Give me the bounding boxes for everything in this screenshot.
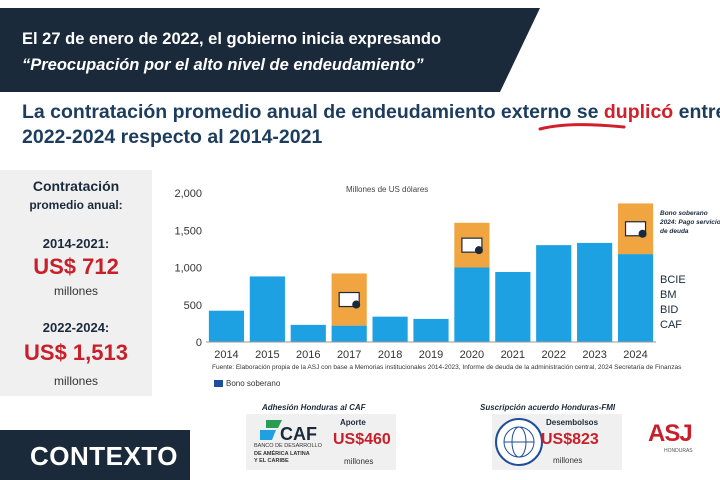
headline-highlight: duplicó (603, 101, 674, 123)
bar-base (208, 310, 245, 342)
chart-title: Millones de US dólares (346, 185, 428, 194)
imf-value: US$823 (541, 431, 599, 448)
x-tick-label: 2014 (214, 349, 238, 361)
banner-shape (0, 8, 540, 92)
banner-line-2: “Preocupación por el alto nivel de endeu… (22, 56, 424, 74)
x-tick-label: 2021 (501, 349, 525, 361)
annotation-text: Bono soberano (660, 210, 708, 217)
headline-part-2: entre (678, 101, 720, 123)
imf-label: Desembolsos (546, 418, 599, 427)
institution-label: CAF (660, 319, 682, 331)
x-tick-label: 2023 (582, 349, 606, 361)
x-tick-label: 2022 (541, 349, 565, 361)
debt-bar-chart: Millones de US dólares 0 500 1,000 1,500 2,00… (174, 185, 720, 361)
y-tick-label: 2,000 (174, 188, 202, 200)
caf-label: Aporte (340, 418, 366, 427)
imf-unit: millones (553, 456, 583, 465)
bar-base (454, 267, 490, 342)
caf-card-title: Adhesión Honduras al CAF (262, 403, 366, 412)
bond-seal-icon (352, 300, 361, 309)
chart-legend: Bono soberano (214, 379, 280, 388)
bar-base (290, 324, 326, 342)
bar-base (577, 242, 613, 342)
x-tick-label: 2019 (419, 349, 443, 361)
period-1-value: US$ 712 (33, 254, 119, 279)
asj-logo: ASJ (648, 420, 693, 447)
y-tick-label: 500 (184, 300, 202, 312)
legend-swatch (214, 380, 223, 387)
red-underline-icon (538, 123, 626, 131)
caf-subtitle-2: DE AMÉRICA LATINA (254, 451, 310, 457)
period-2-value: US$ 1,513 (24, 340, 128, 365)
bar-base (617, 254, 654, 342)
caf-logo-text: CAF (280, 424, 317, 444)
bar-base (413, 318, 449, 342)
x-tick-label: 2018 (378, 349, 402, 361)
period-1-label: 2014-2021: (42, 236, 110, 251)
bar-base (372, 316, 408, 342)
bar-base (536, 245, 572, 342)
x-tick-label: 2016 (296, 349, 320, 361)
caf-subtitle-3: Y EL CARIBE (254, 458, 289, 464)
title-banner: El 27 de enero de 2022, el gobierno inic… (0, 8, 540, 92)
legend-label: Bono soberano (226, 379, 281, 388)
contexto-tag: CONTEXTO (0, 430, 190, 480)
asj-logo-subtitle: HONDURAS (664, 448, 693, 454)
caf-value: US$460 (333, 431, 391, 448)
caf-unit: millones (344, 457, 374, 466)
y-tick-label: 1,500 (174, 225, 202, 237)
period-2-label: 2022-2024: (42, 320, 110, 335)
bar-base (495, 271, 531, 342)
bond-seal-icon (638, 229, 647, 238)
caf-logo-icon: CAF (260, 420, 317, 444)
annotation-text: de deuda (660, 228, 689, 235)
headline-part-1: La contratación promedio anual de endeud… (22, 101, 604, 123)
period-1-unit: millones (53, 284, 98, 298)
x-tick-label: 2017 (337, 349, 361, 361)
y-tick-label: 0 (196, 337, 202, 349)
x-tick-label: 2015 (255, 349, 279, 361)
bond-seal-icon (474, 246, 483, 255)
chart-source-note: Fuente: Elaboración propia de la ASJ con… (212, 364, 682, 371)
institution-label: BM (660, 289, 677, 301)
bar-base (331, 325, 367, 342)
headline-line-2: 2022-2024 respecto al 2014-2021 (22, 126, 323, 148)
caf-subtitle-1: BANCO DE DESARROLLO (254, 443, 322, 449)
annotation-text: 2024: Pago servicio (659, 219, 720, 226)
headline-line-1: La contratación promedio anual de endeud… (22, 101, 720, 124)
x-tick-label: 2020 (460, 349, 484, 361)
period-2-unit: millones (53, 374, 98, 388)
contexto-label: CONTEXTO (30, 441, 178, 471)
imf-card-title: Suscripción acuerdo Honduras-FMI (480, 403, 616, 412)
summary-title: Contratación (32, 178, 120, 194)
y-tick-label: 1,000 (174, 263, 202, 275)
summary-subtitle: promedio anual: (29, 198, 123, 212)
institution-label: BID (660, 304, 678, 316)
institution-label: BCIE (660, 274, 686, 286)
summary-panel: Contratación promedio anual: 2014-2021: … (0, 170, 152, 396)
imf-seal-icon (495, 418, 543, 466)
x-tick-label: 2024 (623, 349, 647, 361)
banner-line-1: El 27 de enero de 2022, el gobierno inic… (22, 30, 442, 48)
bar-base (249, 276, 285, 342)
